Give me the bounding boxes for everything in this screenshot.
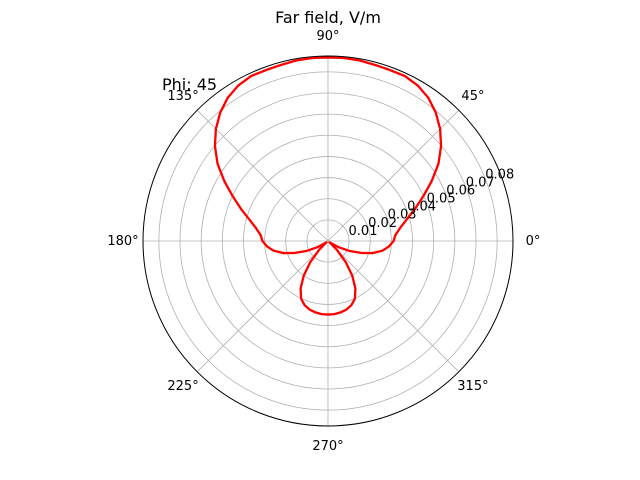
angular-gridline-45: [327, 109, 460, 242]
radial-tick-label-5: 0.05: [427, 192, 456, 207]
angular-gridline-225: [196, 240, 329, 373]
radial-tick-label-2: 0.02: [368, 216, 397, 231]
radial-tick-label-8: 0.08: [485, 167, 514, 182]
angle-tick-label-225: 225°: [167, 379, 198, 394]
angle-tick-label-0: 0°: [526, 234, 541, 249]
radial-tick-label-1: 0.01: [349, 224, 378, 239]
radial-tick-label-4: 0.04: [407, 200, 436, 215]
angular-gridline-135: [196, 109, 329, 242]
polar-frame: [142, 55, 514, 427]
angle-tick-label-180: 180°: [107, 234, 138, 249]
radial-tick-label-7: 0.07: [466, 175, 495, 190]
series-layer: [213, 56, 443, 316]
angle-tick-label-270: 270°: [312, 439, 343, 454]
axis-labels: 0° 45° 90° 135° 180° 225° 270° 315° 0.010.020.03…: [107, 29, 540, 454]
angle-tick-label-90: 90°: [316, 29, 339, 44]
angle-tick-label-315: 315°: [457, 379, 488, 394]
phi-annotation: Phi: 45: [162, 75, 217, 94]
angle-tick-label-135: 135°: [167, 89, 198, 104]
radial-tick-label-6: 0.06: [446, 183, 475, 198]
chart-title: Far field, V/m: [275, 8, 381, 27]
radial-tick-label-3: 0.03: [388, 208, 417, 223]
series-line-1: [213, 56, 443, 316]
angular-gridline-315: [327, 240, 460, 373]
polar-grid: [143, 56, 513, 426]
angle-tick-label-45: 45°: [461, 89, 484, 104]
